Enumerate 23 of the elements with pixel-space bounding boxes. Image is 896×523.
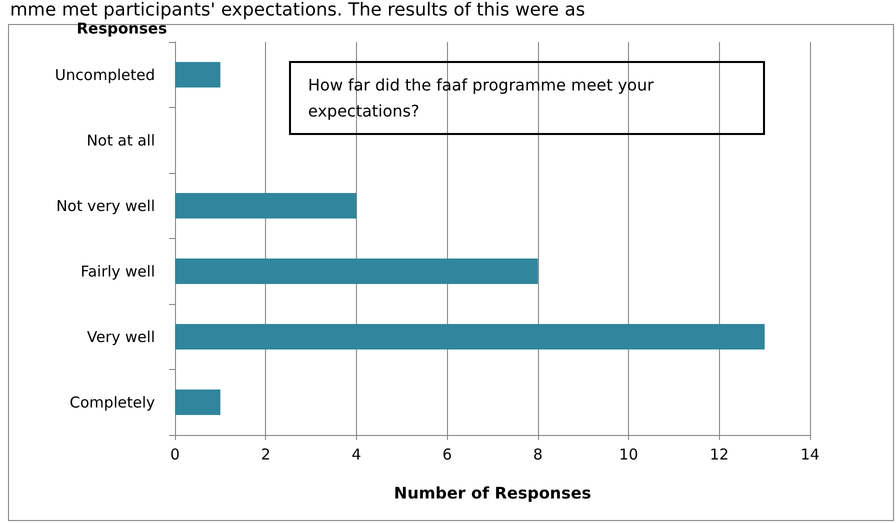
x-tick-label: 4 [352, 446, 362, 464]
text: How far did the faaf programme meet your expectations? [308, 76, 659, 120]
y-tick-label: Not very well [56, 196, 155, 215]
x-tick-label: 14 [800, 446, 820, 464]
x-tick-label: 0 [170, 446, 180, 464]
text: mme met participants' expectations. The results of this were as [10, 0, 586, 20]
x-axis-title: Number of Responses [394, 484, 592, 502]
y-tick-label: Uncompleted [54, 66, 155, 84]
bar [175, 192, 356, 219]
x-tick-label: 8 [533, 446, 543, 464]
bar [175, 389, 220, 416]
y-tick-label: Not at all [86, 131, 155, 150]
bar [175, 258, 538, 284]
y-tick-label: Completely [70, 393, 156, 412]
x-tick-label: 10 [619, 446, 638, 464]
y-tick-label: Fairly well [80, 262, 155, 280]
bar [175, 324, 765, 350]
x-tick-label: 2 [260, 446, 270, 464]
bar [175, 62, 220, 88]
y-tick-label: Very well [87, 328, 155, 346]
x-tick-label: 12 [710, 446, 729, 464]
y-axis-title: Responses [76, 20, 168, 38]
x-tick-label: 6 [442, 446, 452, 464]
